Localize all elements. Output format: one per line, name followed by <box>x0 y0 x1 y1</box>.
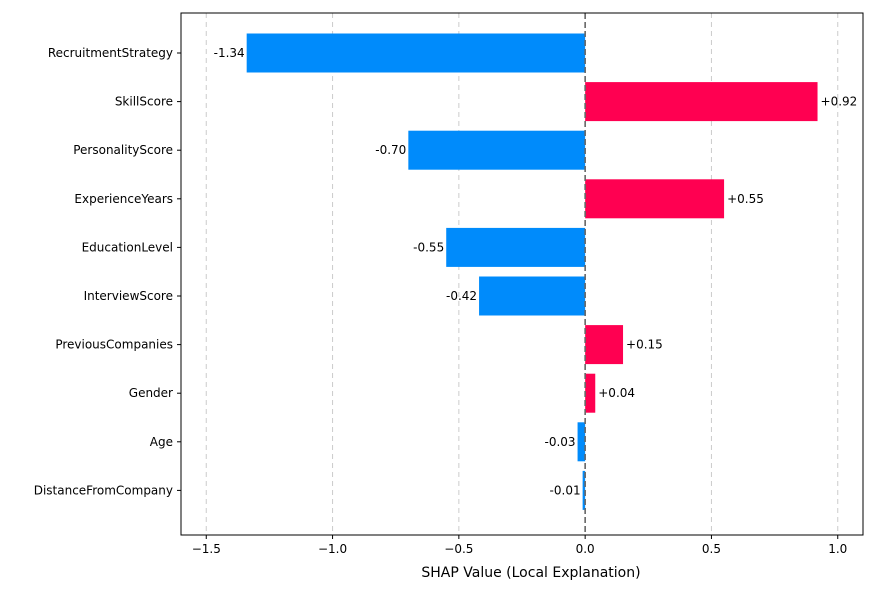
bar <box>585 82 818 122</box>
bar-value-label: +0.55 <box>727 192 764 206</box>
bar-value-label: -0.70 <box>375 143 406 157</box>
bar <box>479 276 586 316</box>
x-tick-label: 0.0 <box>576 542 595 556</box>
bar-value-label: -0.03 <box>545 435 576 449</box>
x-axis-title: SHAP Value (Local Explanation) <box>421 565 640 581</box>
y-tick-label: RecruitmentStrategy <box>48 46 173 60</box>
y-tick-label: ExperienceYears <box>74 192 173 206</box>
x-tick-label: −1.5 <box>192 542 221 556</box>
bar-value-label: -0.42 <box>446 289 477 303</box>
y-tick-label: Age <box>150 435 173 449</box>
bar-value-label: +0.04 <box>598 386 635 400</box>
x-tick-label: 1.0 <box>828 542 847 556</box>
plot-frame <box>180 12 864 536</box>
x-tick-label: 0.5 <box>702 542 721 556</box>
y-axis: RecruitmentStrategy SkillScore Personality… <box>34 46 181 497</box>
bar <box>246 33 586 73</box>
bar-value-label: -0.01 <box>550 483 581 497</box>
x-axis: −1.5 −1.0 −0.5 0.0 0.5 1.0 <box>192 535 847 556</box>
y-tick-label: InterviewScore <box>84 289 173 303</box>
bar <box>446 227 586 267</box>
bar <box>408 130 586 170</box>
bar-labels: -1.34 +0.92 -0.70 +0.55 -0.55 -0.42 +0.15 +0.04… <box>214 46 858 497</box>
bar <box>585 179 725 219</box>
y-tick-label: PreviousCompanies <box>55 338 173 352</box>
y-tick-label: DistanceFromCompany <box>34 483 173 497</box>
x-tick-label: −0.5 <box>444 542 473 556</box>
y-tick-label: EducationLevel <box>82 240 173 254</box>
bar <box>582 470 586 510</box>
y-tick-label: SkillScore <box>115 95 173 109</box>
bar-value-label: -0.55 <box>413 240 444 254</box>
bar-value-label: -1.34 <box>214 46 245 60</box>
y-tick-label: PersonalityScore <box>73 143 173 157</box>
bar <box>585 373 596 413</box>
x-tick-label: −1.0 <box>318 542 347 556</box>
bar-value-label: +0.92 <box>821 95 858 109</box>
bar-value-label: +0.15 <box>626 338 663 352</box>
bar <box>585 325 624 365</box>
bars <box>246 33 818 510</box>
bar <box>577 422 586 462</box>
y-tick-label: Gender <box>129 386 173 400</box>
